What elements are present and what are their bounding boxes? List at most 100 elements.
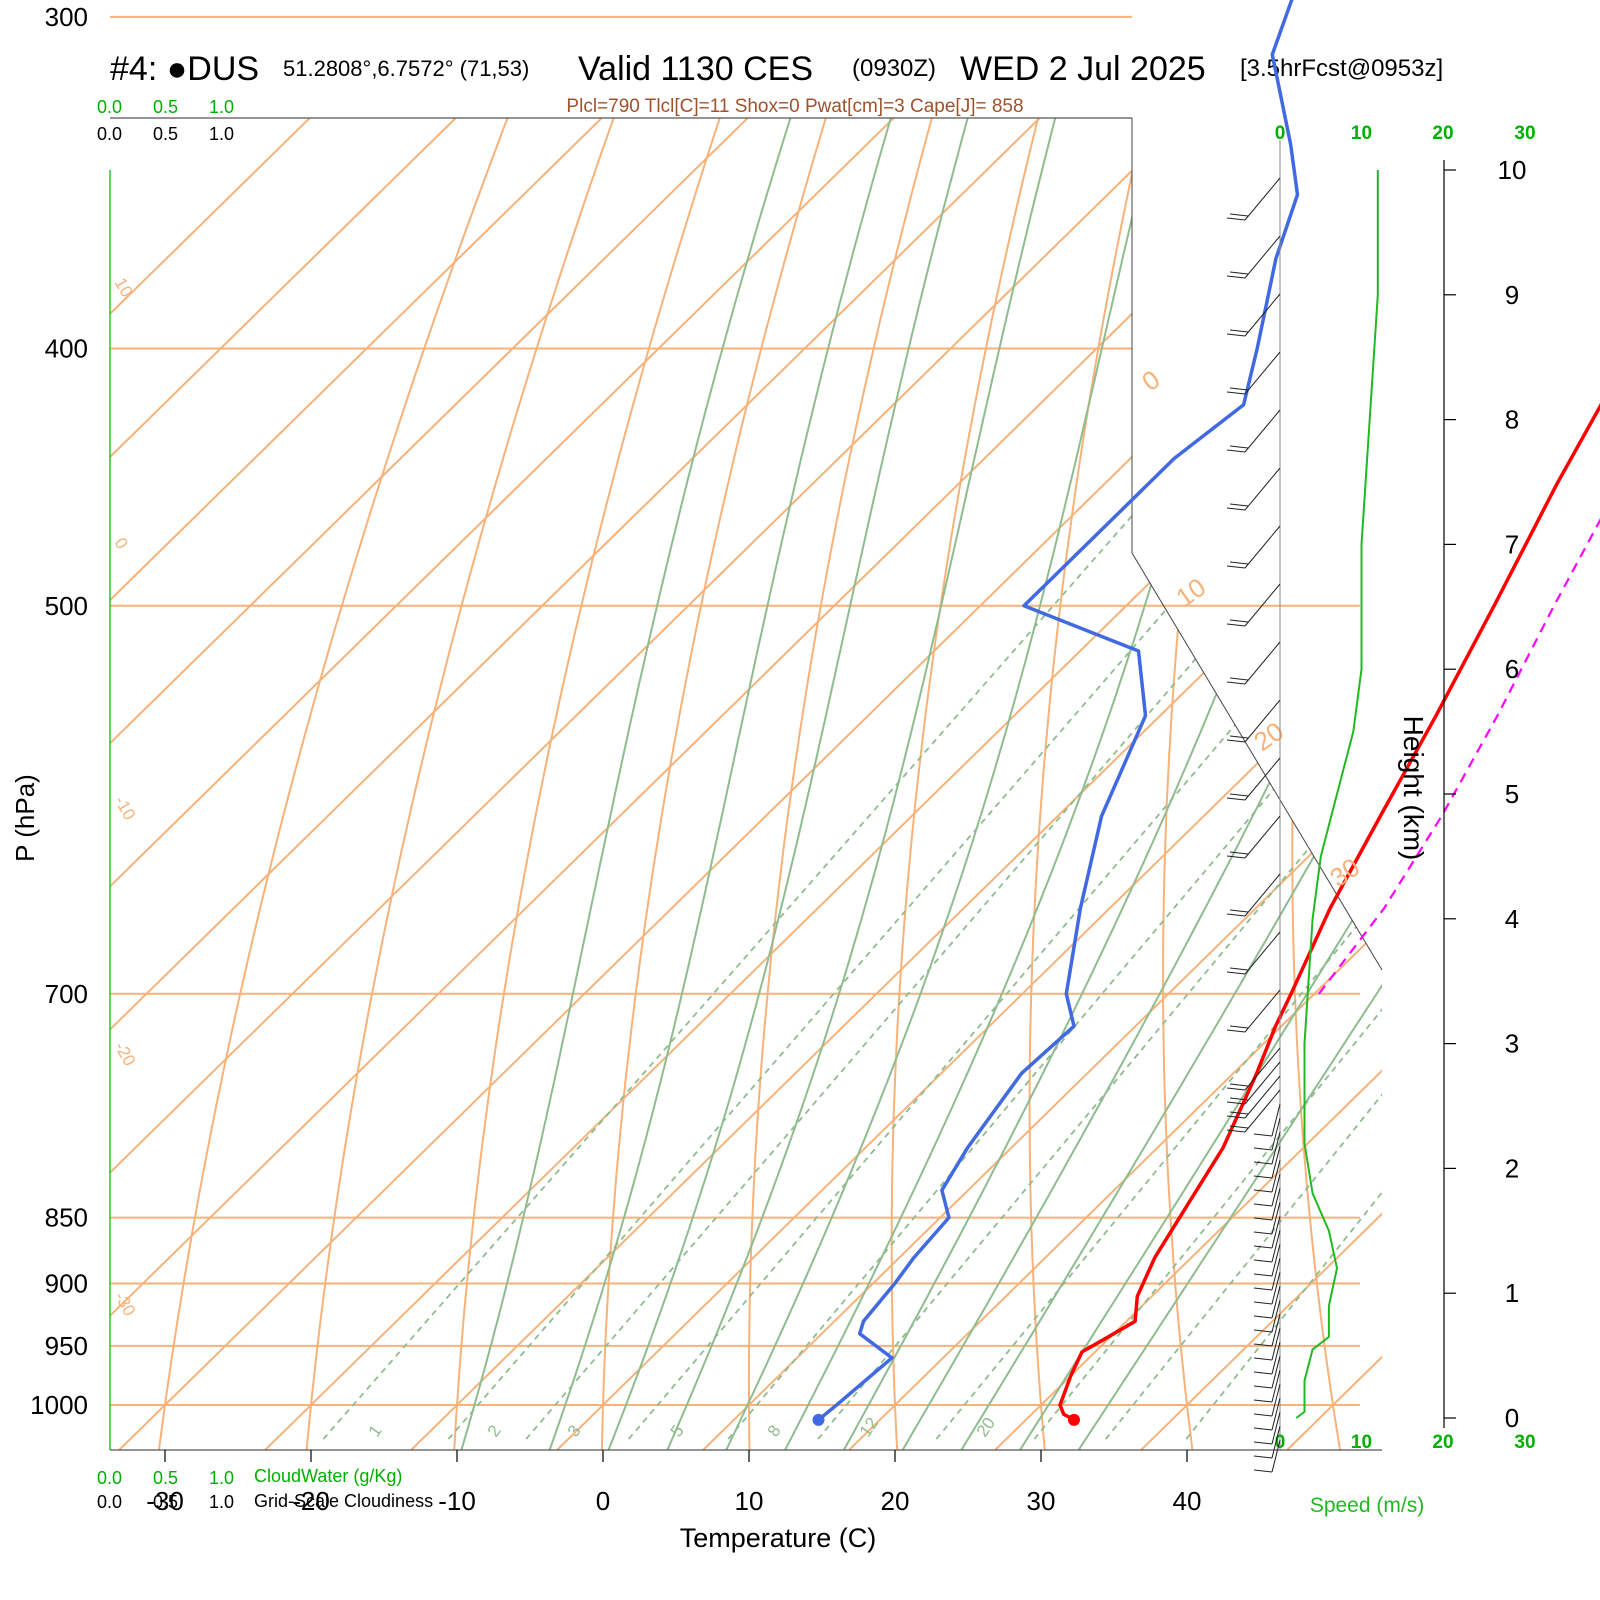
mixing-ratio-20 xyxy=(935,347,1382,1440)
x-axis-title: Temperature (C) xyxy=(680,1523,877,1553)
wind-barb xyxy=(1271,1229,1281,1263)
wind-barb-flag xyxy=(1253,1441,1273,1445)
wind-barb-flag xyxy=(1229,503,1249,507)
wind-barb-flag xyxy=(1226,449,1246,453)
wind-barb xyxy=(1271,1145,1281,1179)
p-tick-label-400: 400 xyxy=(45,334,88,364)
speed-tick-top-0: 0 xyxy=(1275,123,1286,144)
y2-axis-title: Height (km) xyxy=(1398,716,1429,861)
p-tick-label-1000: 1000 xyxy=(30,1390,88,1420)
wind-barb-flag xyxy=(1226,913,1246,917)
wind-barb-flag xyxy=(1229,851,1249,855)
wind-barb-flag xyxy=(1226,1115,1246,1119)
wind-barb-flag xyxy=(1253,1147,1273,1151)
isotherm-0 xyxy=(544,118,1382,1450)
moist-adiabat--6 xyxy=(457,118,916,1450)
speed-tick-bottom-30: 30 xyxy=(1514,1432,1535,1453)
wind-barb-flag xyxy=(1226,681,1246,685)
mixing-ratio-label-2: 2 xyxy=(484,1422,505,1441)
dry-adiabat-lines xyxy=(156,118,1382,1450)
height-tick-label-5: 5 xyxy=(1505,779,1519,809)
wind-barb-flag xyxy=(1253,1203,1273,1207)
wind-barb xyxy=(1244,931,1281,975)
wind-barb-flag xyxy=(1229,1083,1249,1087)
isotherm-label-right-20: 20 xyxy=(1248,716,1289,757)
p-tick-label-850: 850 xyxy=(45,1203,88,1233)
isotherm--70 xyxy=(110,118,1261,1450)
isotherm-label-right-0: 0 xyxy=(1136,364,1165,397)
wind-barb-flag xyxy=(1226,333,1246,337)
speed-axis-title: Speed (m/s) xyxy=(1310,1494,1424,1517)
isotherm-30 xyxy=(982,118,1382,1450)
wind-barb-flag xyxy=(1253,1455,1273,1459)
series-parcel xyxy=(1318,518,1600,995)
t-tick-label-20: 20 xyxy=(881,1486,910,1516)
wind-barb xyxy=(1271,1243,1281,1277)
cloudwater-tick-bottom-1: 0.5 xyxy=(153,1468,178,1488)
wind-barb-flag xyxy=(1229,387,1249,391)
cloudiness-tick-bottom-2: 1.0 xyxy=(209,1492,234,1512)
dry-adiabat--30 xyxy=(156,118,655,1450)
wind-barb-flag xyxy=(1226,275,1246,279)
mixing-ratio-label-3: 3 xyxy=(564,1422,585,1441)
height-tick-label-3: 3 xyxy=(1505,1029,1519,1059)
plot-frame xyxy=(109,117,1383,1451)
header-date: WED 2 Jul 2025 xyxy=(960,50,1206,88)
mixing-ratio-label-1: 1 xyxy=(365,1422,386,1441)
wind-barb xyxy=(1271,1131,1281,1165)
wind-panel: 0 1 2 3 4 5 6 7 8 9 10 0 0 10 10 20 20 30 30 xyxy=(1226,123,1536,1473)
moist-adiabat-4 xyxy=(603,118,1078,1450)
header-forecast: [3.5hrFcst@0953z] xyxy=(1240,55,1443,82)
wind-barb xyxy=(1271,1201,1281,1235)
mixing-ratio-label-8: 8 xyxy=(764,1422,785,1441)
wind-barb xyxy=(1271,1313,1281,1347)
wind-barb xyxy=(1271,1411,1281,1445)
wind-barb xyxy=(1244,525,1281,569)
wind-barb-flag xyxy=(1226,1129,1246,1133)
speed-tick-top-30: 30 xyxy=(1514,123,1535,144)
wind-barb xyxy=(1271,1187,1281,1221)
wind-barb-flag xyxy=(1229,967,1249,971)
dry-adiabat-0 xyxy=(600,118,946,1450)
wind-barb xyxy=(1271,1215,1281,1249)
y-axis-title: P (hPa) xyxy=(10,774,40,862)
cloudiness-tick-bottom-0: 0.0 xyxy=(97,1492,122,1512)
wind-barb-flag xyxy=(1253,1245,1273,1249)
wind-barb-flag xyxy=(1229,445,1249,449)
wind-barb xyxy=(1271,1285,1281,1319)
wind-barb-flag xyxy=(1226,739,1246,743)
cloudiness-tick-top-1: 0.5 xyxy=(153,124,178,144)
wind-barb-flag xyxy=(1229,735,1249,739)
mixing-ratio-40 xyxy=(1105,347,1382,1440)
header-indices: Plcl=790 Tlcl[C]=11 Shox=0 Pwat[cm]=3 Ca… xyxy=(566,96,1023,117)
wind-barb-flag xyxy=(1253,1329,1273,1333)
series-temperature xyxy=(1058,403,1600,1422)
wind-barb-flag xyxy=(1253,1175,1273,1179)
speed-tick-bottom-10: 10 xyxy=(1351,1432,1372,1453)
wind-barb-flag xyxy=(1253,1413,1273,1417)
isotherm-label-left--10: -10 xyxy=(111,793,140,824)
isotherm-20 xyxy=(836,118,1382,1450)
height-tick-label-2: 2 xyxy=(1505,1153,1519,1183)
header-valid-z: (0930Z) xyxy=(852,55,936,82)
wind-barb-flag xyxy=(1229,619,1249,623)
dry-adiabat--20 xyxy=(304,118,752,1450)
moist-adiabat-24 xyxy=(895,118,1382,1450)
dry-adiabat-20 xyxy=(890,118,1140,1450)
height-tick-label-4: 4 xyxy=(1505,904,1519,934)
isotherm-label-left--20: -20 xyxy=(111,1039,140,1070)
isotherm--110 xyxy=(110,118,677,1450)
wind-barb-flag xyxy=(1229,329,1249,333)
wind-barb-flag xyxy=(1253,1259,1273,1263)
moist-adiabat-28 xyxy=(953,118,1382,1450)
moist-adiabat-32 xyxy=(1011,118,1382,1450)
cloudwater-tick-bottom-2: 1.0 xyxy=(209,1468,234,1488)
cloudwater-tick-top-1: 0.5 xyxy=(153,97,178,117)
wind-barb xyxy=(1271,1383,1281,1417)
wind-barb-flag xyxy=(1253,1133,1273,1137)
mixing-ratio-5 xyxy=(628,347,1382,1440)
mixing-ratio-3 xyxy=(525,347,1382,1440)
wind-barb-flag xyxy=(1229,561,1249,565)
moist-adiabat-36 xyxy=(1070,118,1382,1450)
